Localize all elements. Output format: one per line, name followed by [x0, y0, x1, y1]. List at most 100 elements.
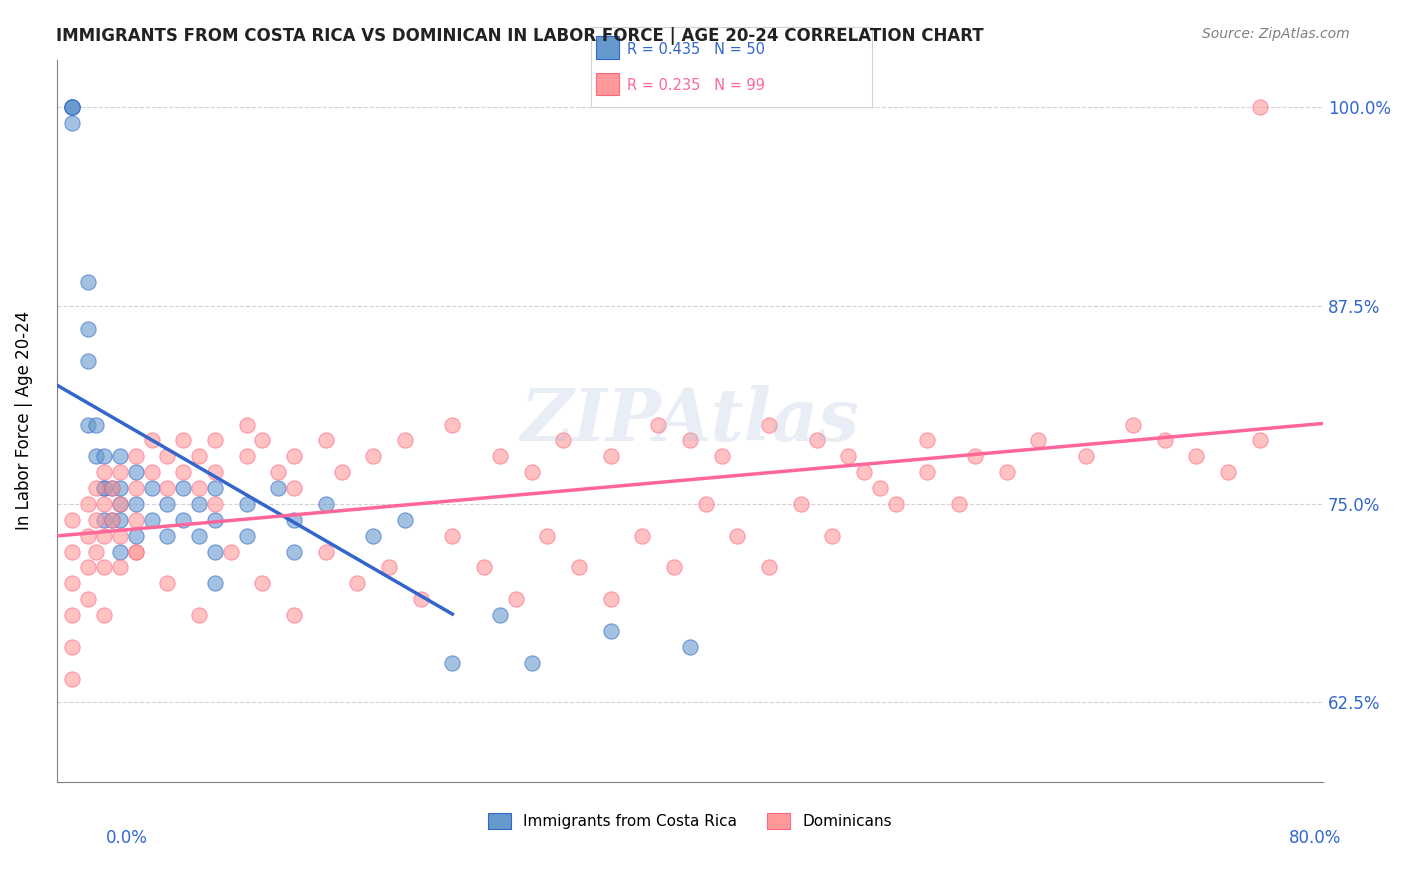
Dominicans: [141, 434, 163, 448]
Immigrants from Costa Rica: [93, 513, 115, 527]
Dominicans: [108, 529, 131, 543]
Dominicans: [789, 497, 811, 511]
Immigrants from Costa Rica: [93, 481, 115, 495]
Dominicans: [758, 417, 780, 432]
Immigrants from Costa Rica: [108, 513, 131, 527]
FancyBboxPatch shape: [596, 72, 619, 95]
Dominicans: [1122, 417, 1144, 432]
Immigrants from Costa Rica: [204, 481, 226, 495]
Immigrants from Costa Rica: [520, 656, 543, 670]
Immigrants from Costa Rica: [172, 481, 194, 495]
Dominicans: [995, 465, 1018, 479]
Legend: Immigrants from Costa Rica, Dominicans: Immigrants from Costa Rica, Dominicans: [481, 807, 898, 836]
Dominicans: [93, 607, 115, 622]
Text: Source: ZipAtlas.com: Source: ZipAtlas.com: [1202, 27, 1350, 41]
Dominicans: [204, 434, 226, 448]
Dominicans: [869, 481, 891, 495]
Dominicans: [472, 560, 495, 574]
Dominicans: [125, 450, 148, 464]
Dominicans: [1153, 434, 1175, 448]
Dominicans: [1185, 450, 1208, 464]
Immigrants from Costa Rica: [62, 100, 84, 114]
Dominicans: [806, 434, 828, 448]
Dominicans: [204, 465, 226, 479]
Dominicans: [662, 560, 685, 574]
Text: ZIPAtlas: ZIPAtlas: [520, 385, 859, 456]
Dominicans: [409, 592, 432, 607]
Dominicans: [235, 450, 257, 464]
Dominicans: [1026, 434, 1049, 448]
Immigrants from Costa Rica: [62, 100, 84, 114]
Dominicans: [361, 450, 384, 464]
Immigrants from Costa Rica: [204, 544, 226, 558]
Dominicans: [505, 592, 527, 607]
Immigrants from Costa Rica: [204, 513, 226, 527]
Dominicans: [93, 560, 115, 574]
Dominicans: [1074, 450, 1097, 464]
Dominicans: [631, 529, 654, 543]
Dominicans: [77, 560, 100, 574]
Dominicans: [77, 529, 100, 543]
Dominicans: [156, 576, 179, 591]
Dominicans: [821, 529, 844, 543]
Immigrants from Costa Rica: [84, 417, 107, 432]
Dominicans: [599, 450, 621, 464]
Immigrants from Costa Rica: [108, 450, 131, 464]
Dominicans: [62, 544, 84, 558]
Dominicans: [188, 450, 211, 464]
Dominicans: [853, 465, 876, 479]
Dominicans: [204, 497, 226, 511]
Dominicans: [235, 417, 257, 432]
Immigrants from Costa Rica: [125, 529, 148, 543]
Immigrants from Costa Rica: [394, 513, 416, 527]
Dominicans: [62, 607, 84, 622]
Immigrants from Costa Rica: [108, 481, 131, 495]
Y-axis label: In Labor Force | Age 20-24: In Labor Force | Age 20-24: [15, 311, 32, 530]
Immigrants from Costa Rica: [204, 576, 226, 591]
Dominicans: [125, 481, 148, 495]
Dominicans: [252, 434, 274, 448]
Immigrants from Costa Rica: [489, 607, 512, 622]
Text: IMMIGRANTS FROM COSTA RICA VS DOMINICAN IN LABOR FORCE | AGE 20-24 CORRELATION C: IMMIGRANTS FROM COSTA RICA VS DOMINICAN …: [56, 27, 984, 45]
Immigrants from Costa Rica: [235, 497, 257, 511]
Dominicans: [441, 529, 464, 543]
Immigrants from Costa Rica: [101, 513, 124, 527]
Immigrants from Costa Rica: [188, 497, 211, 511]
Dominicans: [725, 529, 748, 543]
Immigrants from Costa Rica: [156, 497, 179, 511]
Dominicans: [884, 497, 907, 511]
Text: 80.0%: 80.0%: [1288, 829, 1341, 847]
Dominicans: [108, 465, 131, 479]
Dominicans: [679, 434, 702, 448]
Dominicans: [125, 544, 148, 558]
Immigrants from Costa Rica: [156, 529, 179, 543]
Immigrants from Costa Rica: [93, 450, 115, 464]
Dominicans: [84, 544, 107, 558]
Dominicans: [837, 450, 859, 464]
Dominicans: [93, 497, 115, 511]
Dominicans: [125, 544, 148, 558]
Dominicans: [172, 434, 194, 448]
Immigrants from Costa Rica: [77, 322, 100, 336]
Dominicans: [93, 529, 115, 543]
Immigrants from Costa Rica: [235, 529, 257, 543]
Dominicans: [378, 560, 401, 574]
Immigrants from Costa Rica: [77, 417, 100, 432]
Immigrants from Costa Rica: [101, 481, 124, 495]
Dominicans: [84, 513, 107, 527]
Dominicans: [1249, 434, 1271, 448]
Dominicans: [917, 434, 939, 448]
Dominicans: [536, 529, 558, 543]
Dominicans: [315, 544, 337, 558]
Text: R = 0.435   N = 50: R = 0.435 N = 50: [627, 42, 765, 57]
Dominicans: [156, 481, 179, 495]
Dominicans: [108, 560, 131, 574]
Immigrants from Costa Rica: [62, 100, 84, 114]
Dominicans: [77, 592, 100, 607]
Immigrants from Costa Rica: [108, 497, 131, 511]
Immigrants from Costa Rica: [93, 481, 115, 495]
Dominicans: [141, 465, 163, 479]
Immigrants from Costa Rica: [77, 354, 100, 368]
Dominicans: [553, 434, 575, 448]
Dominicans: [101, 481, 124, 495]
